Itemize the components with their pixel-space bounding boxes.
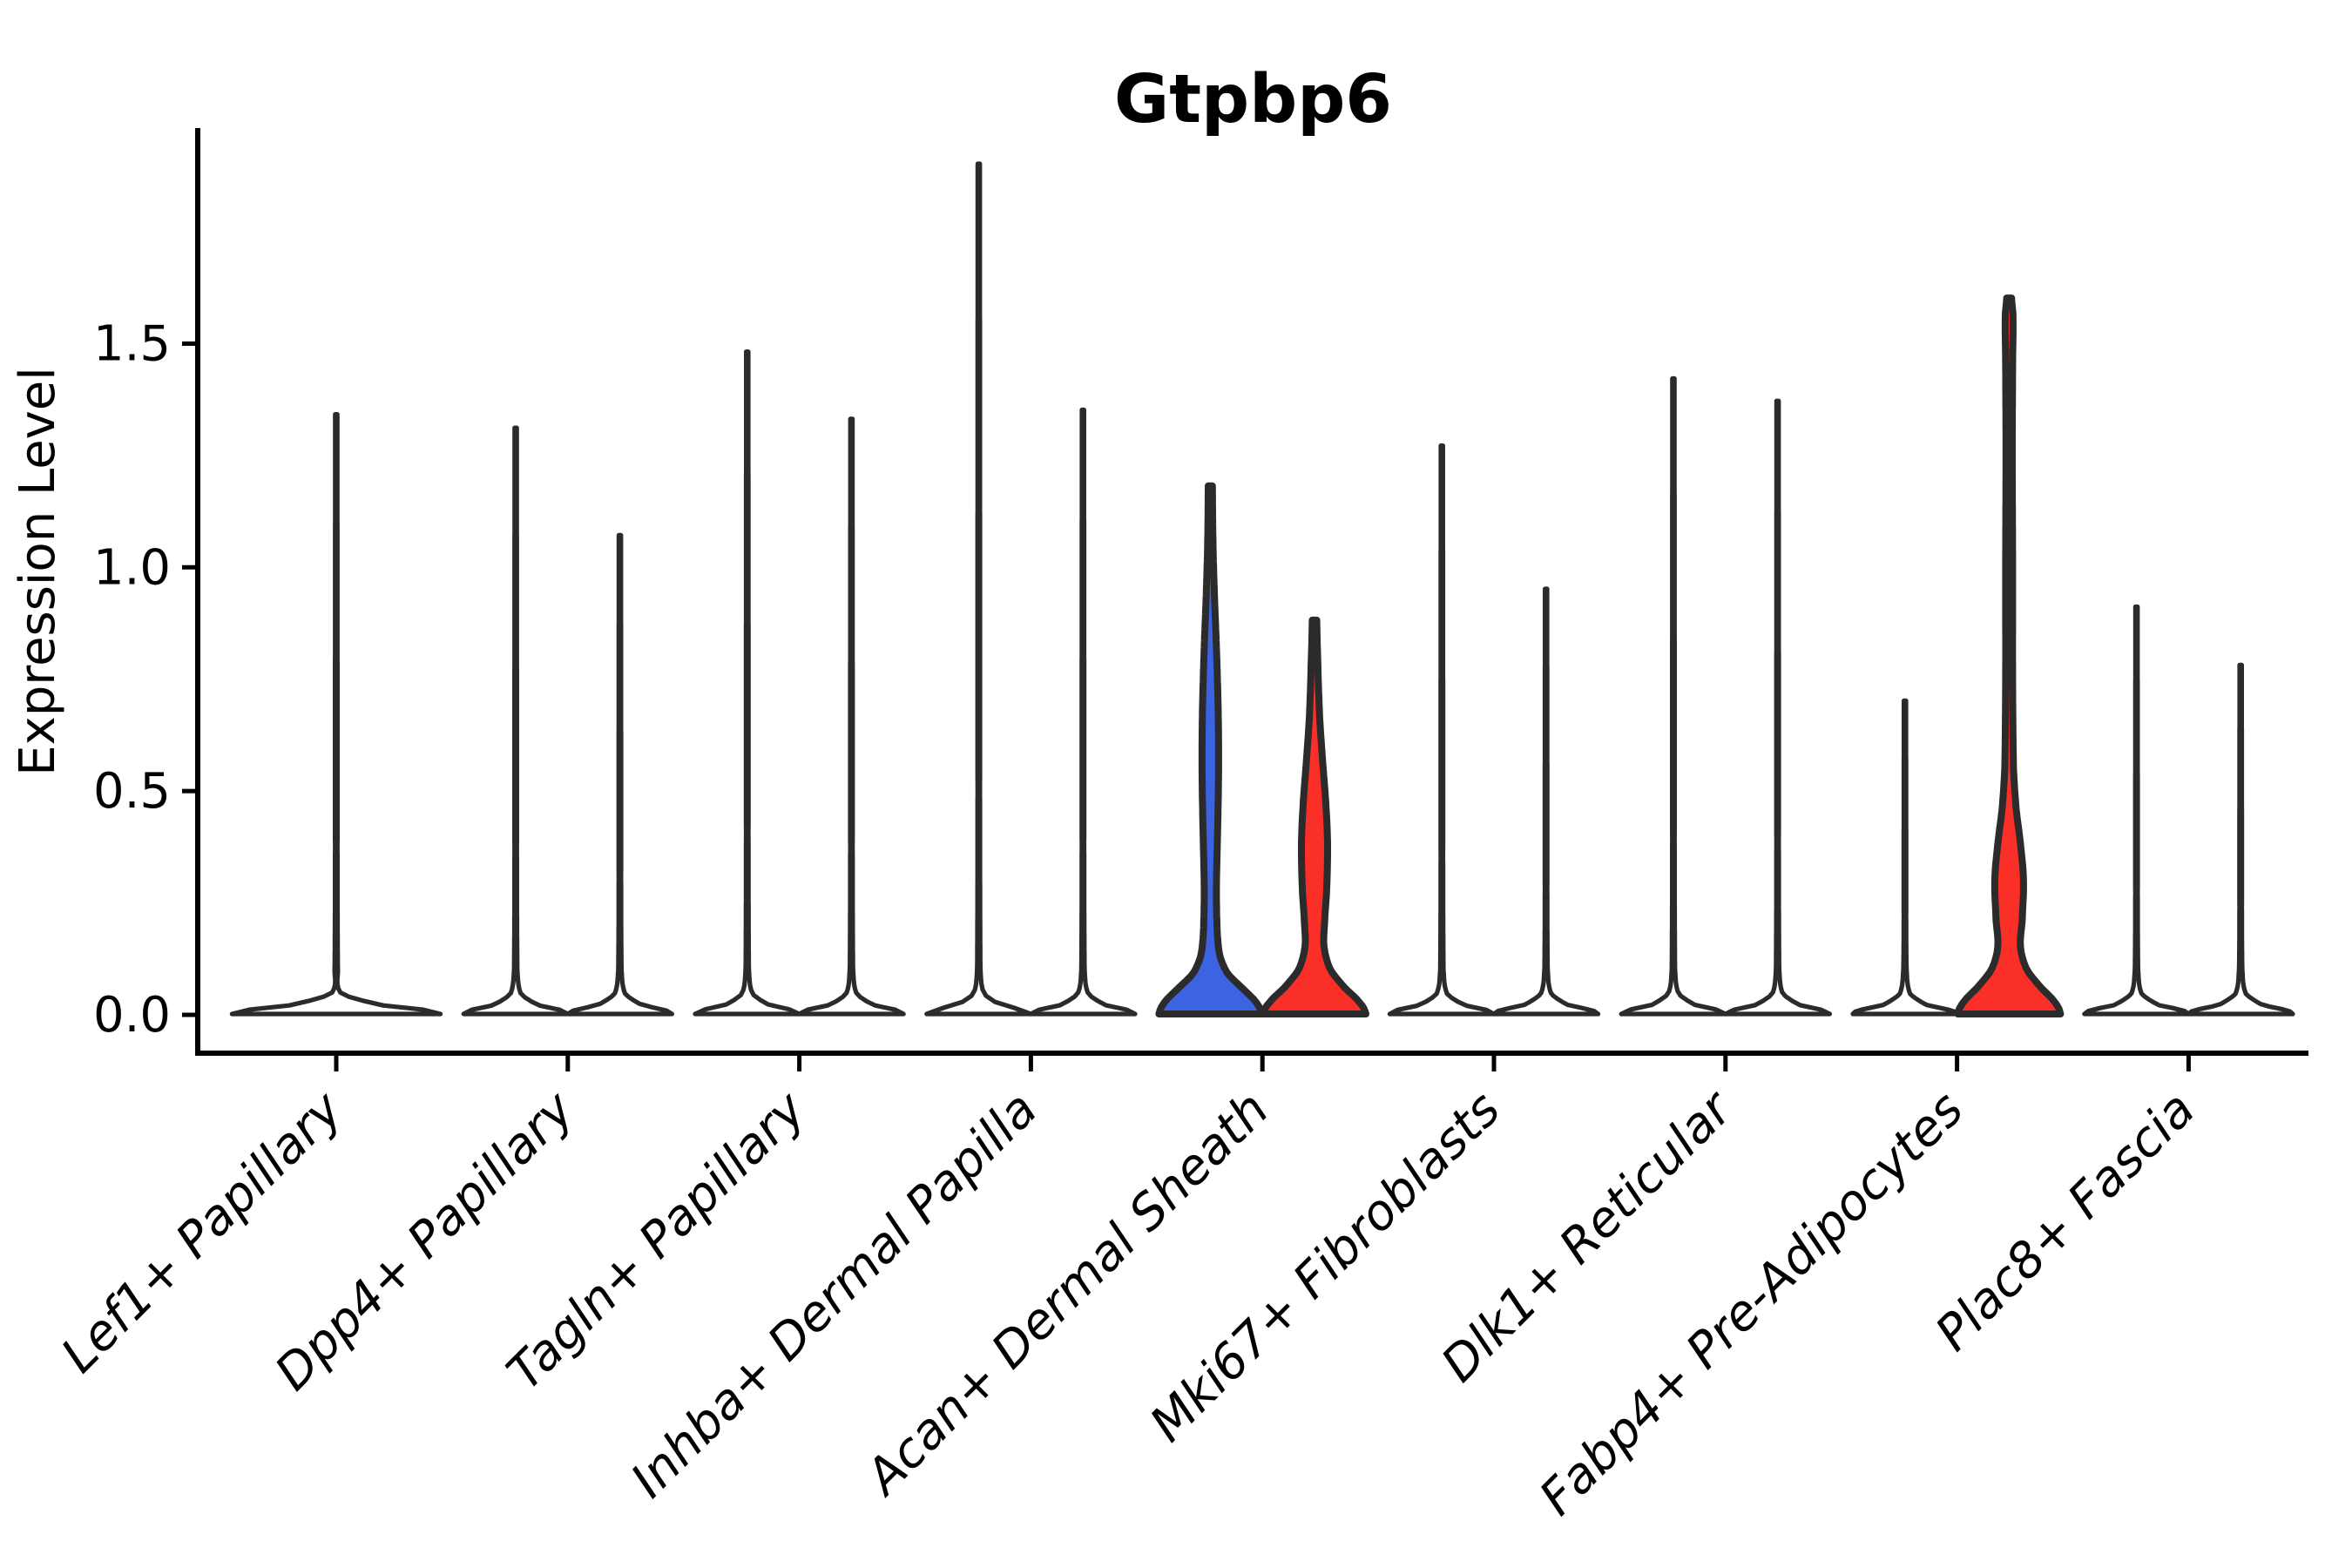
y-tick-label: 0.5: [93, 763, 171, 820]
y-tick-label: 0.0: [93, 987, 171, 1044]
violin-acan-dermal-sheath-right: [1260, 616, 1369, 1017]
violin-fabp4-pre-adipocytes-right: [1954, 294, 2065, 1017]
violin-tagln-papillary-left: [693, 349, 802, 1017]
violin-mki67-fibroblasts-left: [1387, 443, 1497, 1017]
violin-dlk1-reticular-right: [1723, 398, 1832, 1017]
y-axis-label: Expression Level: [10, 367, 66, 776]
violin-plac8-fascia-left: [2082, 604, 2191, 1017]
violin-dlk1-reticular-left: [1619, 375, 1728, 1017]
violin-plac8-fascia-right: [2186, 662, 2295, 1017]
violin-dpp4-papillary-left: [461, 425, 571, 1017]
plot-title: Gtpbp6: [1114, 61, 1392, 139]
violin-tagln-papillary-right: [797, 416, 906, 1017]
x-tick-label-inhba-dermal-papilla: Inhba+ Dermal Papilla: [620, 1081, 1048, 1509]
violin-fabp4-pre-adipocytes-left: [1850, 698, 1960, 1017]
violin-inhba-dermal-papilla-right: [1028, 407, 1138, 1017]
violin-acan-dermal-sheath-left: [1155, 482, 1266, 1017]
violin-mki67-fibroblasts-right: [1491, 586, 1601, 1017]
violin-lef1-papillary-center: [229, 412, 443, 1017]
x-tick-label-fabp4-pre-adipocytes: Fabp4+ Pre-Adipocytes: [1529, 1081, 1974, 1526]
y-tick-label: 1.5: [93, 315, 171, 372]
violin-inhba-dermal-papilla-left: [924, 161, 1033, 1017]
x-tick-label-acan-dermal-sheath: Acan+ Dermal Sheath: [854, 1081, 1280, 1507]
violin-dpp4-papillary-right: [565, 532, 674, 1017]
y-tick-label: 1.0: [93, 539, 171, 596]
